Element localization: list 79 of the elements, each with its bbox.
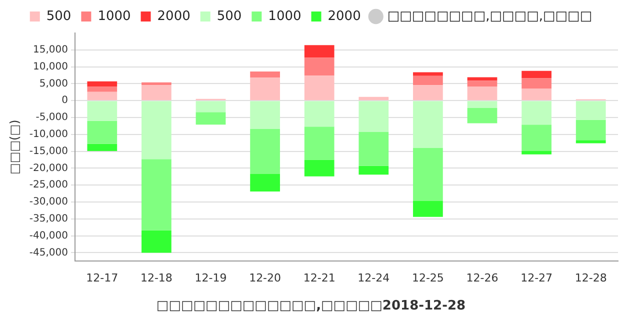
bar: [304, 126, 334, 160]
bar: [142, 85, 172, 100]
bar: [196, 112, 226, 125]
bar: [522, 150, 552, 154]
bar: [142, 159, 172, 230]
bar: [413, 76, 443, 86]
bar: [522, 101, 552, 125]
bar: [87, 86, 118, 92]
y-tick-label: -25,000: [29, 180, 68, 191]
bar: [87, 81, 118, 87]
bar: [87, 144, 118, 151]
bar: [142, 230, 172, 253]
bar: [358, 96, 389, 100]
bar: [522, 88, 552, 100]
text: □□□□□□□□□□□□□,□□□□□2018-12-28: [156, 298, 466, 314]
bar: [413, 101, 443, 148]
x-tick-label: 12-21: [303, 272, 336, 285]
bar: [576, 101, 606, 120]
y-tick-label: -35,000: [29, 214, 68, 225]
bar: [87, 120, 118, 144]
bar: [304, 101, 334, 127]
x-tick-label: 12-28: [574, 272, 607, 285]
bar: [413, 201, 443, 217]
y-tick-label: -45,000: [29, 247, 68, 258]
x-tick-label: 12-26: [466, 272, 498, 285]
bar: [522, 124, 552, 151]
legend-label: 2000: [157, 8, 190, 24]
bar: [142, 101, 172, 160]
bar: [467, 101, 498, 108]
x-tick-label: 12-24: [358, 272, 390, 285]
legend-label: □□□□□□□□,□□□□,□□□□: [387, 8, 592, 24]
bar: [413, 85, 443, 100]
x-tick-label: 12-27: [520, 272, 553, 285]
bar: [358, 101, 389, 132]
bar: [522, 78, 552, 89]
y-tick-label: 10,000: [33, 61, 68, 72]
bar: [250, 174, 280, 192]
bar: [196, 101, 226, 112]
x-tick-label: 12-19: [194, 272, 227, 285]
y-tick-label: 15,000: [33, 44, 68, 56]
bar: [87, 92, 118, 100]
bar: [304, 58, 334, 76]
bar: [576, 140, 606, 144]
bar: [467, 108, 498, 124]
bar: [413, 72, 443, 76]
y-tick-label: 5,000: [39, 78, 68, 90]
x-tick-label: 12-18: [140, 272, 172, 285]
bar: [304, 76, 334, 100]
legend-label: 2000: [328, 8, 361, 24]
bar: [576, 120, 606, 140]
bar: [467, 80, 498, 87]
bar: [358, 166, 389, 175]
legend-label: 500: [46, 8, 72, 24]
bar: [413, 148, 443, 202]
y-tick-label: -10,000: [29, 129, 68, 140]
x-tick-label: 12-20: [249, 272, 282, 285]
bar: [358, 132, 389, 166]
y-tick-label: -15,000: [29, 146, 68, 157]
bar: [522, 70, 552, 78]
bar: [142, 82, 172, 86]
legend-label: 500: [216, 8, 242, 24]
x-tick-label: 12-25: [412, 272, 444, 285]
legend-label: 1000: [268, 8, 302, 24]
bar: [250, 72, 280, 78]
legend-label: 1000: [98, 8, 131, 24]
y-tick-label: -40,000: [29, 230, 68, 242]
bar: [250, 129, 280, 174]
bar: [304, 45, 334, 58]
y-tick-label: -5,000: [36, 112, 68, 124]
bar: [250, 101, 280, 130]
bar: [250, 78, 280, 100]
y-axis-title: □□□(□): [7, 120, 22, 174]
y-tick-label: 0: [62, 95, 68, 106]
bar: [87, 101, 118, 121]
bar: [467, 86, 498, 100]
x-tick-label: 12-17: [86, 272, 118, 285]
y-tick-label: -20,000: [29, 162, 68, 174]
bar: [304, 160, 334, 176]
y-tick-label: -30,000: [29, 196, 68, 208]
